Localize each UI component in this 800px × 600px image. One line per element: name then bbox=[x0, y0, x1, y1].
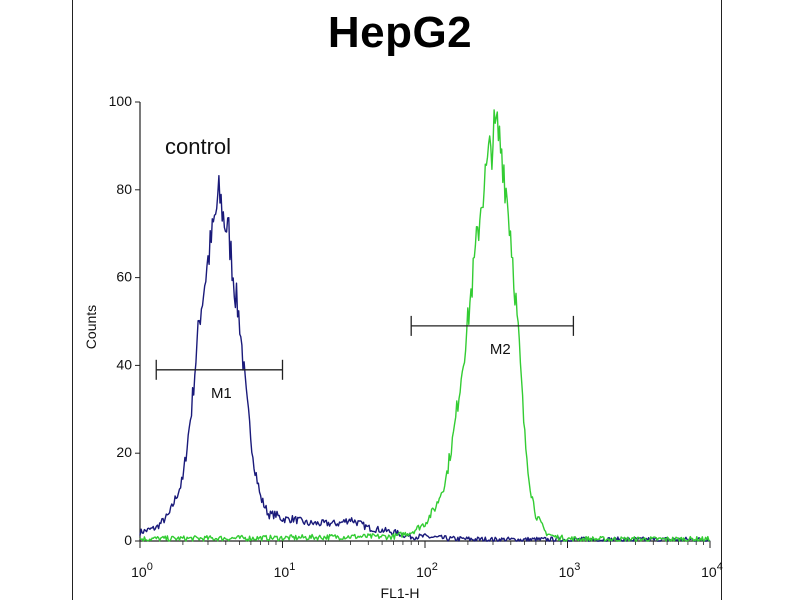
x-tick-label-4: 104 bbox=[701, 561, 723, 580]
y-axis-label: Counts bbox=[83, 305, 99, 349]
chart-title: HepG2 bbox=[327, 8, 473, 57]
marker-1-label: M2 bbox=[490, 341, 511, 358]
x-tick-label-1: 101 bbox=[274, 561, 296, 580]
x-tick-label-0: 100 bbox=[131, 561, 153, 580]
x-tick-label-3: 103 bbox=[559, 561, 581, 580]
marker-0-label: M1 bbox=[211, 385, 232, 402]
y-tick-label-4: 80 bbox=[116, 181, 132, 197]
series-layer bbox=[139, 109, 711, 542]
y-tick-label-2: 40 bbox=[116, 356, 132, 372]
x-axis-label: FL1-H bbox=[381, 585, 420, 600]
histogram-series-0 bbox=[139, 174, 711, 542]
x-tick-label-2: 102 bbox=[416, 561, 438, 580]
markers-layer: M1 M2 bbox=[155, 315, 575, 402]
y-tick-label-3: 60 bbox=[116, 269, 132, 285]
y-tick-label-5: 100 bbox=[109, 93, 133, 109]
axes: 0 20 40 60 80 100 100 101 102 103 104 bbox=[109, 93, 723, 580]
y-tick-label-1: 20 bbox=[116, 444, 132, 460]
chart-frame bbox=[72, 0, 722, 600]
histogram-series-1 bbox=[139, 109, 711, 542]
control-label: control bbox=[165, 134, 231, 159]
y-tick-label-0: 0 bbox=[124, 532, 132, 548]
